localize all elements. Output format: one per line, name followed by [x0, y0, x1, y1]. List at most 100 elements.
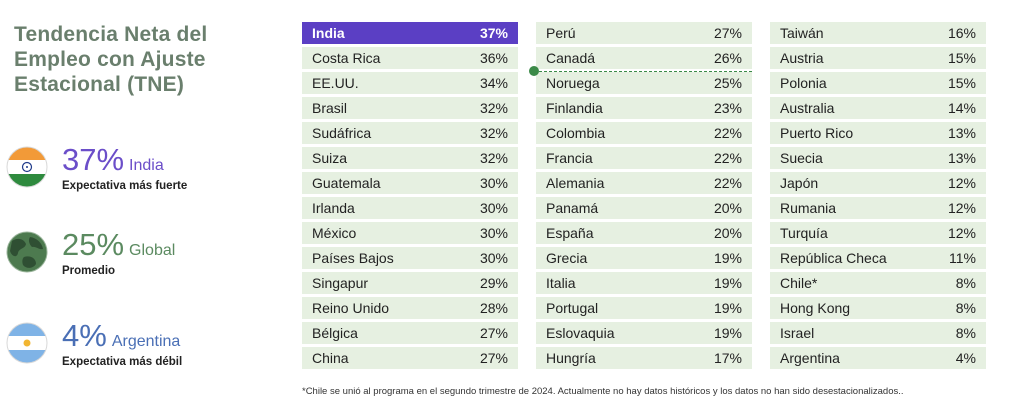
table-row: Puerto Rico 13%: [770, 122, 986, 144]
table-row: España 20%: [536, 222, 752, 244]
stat-global-value: 25%: [62, 227, 125, 262]
page-title: Tendencia Neta del Empleo con Ajuste Est…: [14, 23, 208, 96]
country-value: 27%: [713, 25, 742, 41]
country-value: 29%: [479, 275, 508, 291]
table-row: Rumania 12%: [770, 197, 986, 219]
country-name: Italia: [546, 275, 576, 291]
stat-india-caption: Expectativa más fuerte: [62, 180, 188, 192]
table-row: Panamá 20%: [536, 197, 752, 219]
country-value: 22%: [713, 125, 742, 141]
country-column-3: Taiwán 16% Austria 15% Polonia 15% Australia 14…: [770, 22, 986, 372]
table-row: República Checa 11%: [770, 247, 986, 269]
country-value: 12%: [947, 200, 976, 216]
country-name: Rumania: [780, 200, 837, 216]
table-row: Eslovaquia 19%: [536, 322, 752, 344]
table-row: Perú 27%: [536, 22, 752, 44]
country-value: 19%: [713, 325, 742, 341]
country-name: Puerto Rico: [780, 125, 854, 141]
country-name: Reino Unido: [312, 300, 390, 316]
table-row: Reino Unido 28%: [302, 297, 518, 319]
country-name: Turquía: [780, 225, 828, 241]
country-name: Canadá: [546, 50, 596, 66]
country-value: 27%: [479, 350, 508, 366]
stat-global: 25% Global Promedio: [4, 227, 274, 283]
country-value: 32%: [479, 125, 508, 141]
country-name: China: [312, 350, 349, 366]
stat-india-label: India: [129, 157, 164, 174]
country-value: 32%: [479, 100, 508, 116]
country-value: 12%: [947, 225, 976, 241]
table-row: Australia 14%: [770, 97, 986, 119]
table-row: Italia 19%: [536, 272, 752, 294]
stat-global-label: Global: [129, 242, 176, 259]
stat-argentina-caption: Expectativa más débil: [62, 356, 183, 368]
table-row: Alemania 22%: [536, 172, 752, 194]
country-value: 13%: [947, 150, 976, 166]
country-name: Costa Rica: [312, 50, 381, 66]
table-row: India 37%: [302, 22, 518, 44]
table-row: Polonia 15%: [770, 72, 986, 94]
country-value: 14%: [947, 100, 976, 116]
global-average-line: [534, 71, 752, 72]
country-value: 22%: [713, 150, 742, 166]
country-name: Noruega: [546, 75, 600, 91]
table-row: Hungría 17%: [536, 347, 752, 369]
stat-argentina-label: Argentina: [111, 333, 181, 350]
footnote: *Chile se unió al programa en el segundo…: [302, 386, 904, 397]
country-value: 36%: [479, 50, 508, 66]
stat-india-value: 37%: [62, 142, 125, 177]
country-name: Hong Kong: [780, 300, 851, 316]
country-value: 20%: [713, 200, 742, 216]
table-row: Japón 12%: [770, 172, 986, 194]
country-name: Chile*: [780, 275, 818, 291]
table-row: Guatemala 30%: [302, 172, 518, 194]
table-row: Austria 15%: [770, 47, 986, 69]
country-name: República Checa: [780, 250, 887, 266]
country-value: 19%: [713, 250, 742, 266]
country-value: 25%: [713, 75, 742, 91]
table-row: Irlanda 30%: [302, 197, 518, 219]
table-row: Turquía 12%: [770, 222, 986, 244]
country-value: 4%: [955, 350, 976, 366]
globe-icon: [6, 231, 48, 273]
country-value: 23%: [713, 100, 742, 116]
country-value: 32%: [479, 150, 508, 166]
india-flag-icon: [6, 146, 48, 188]
country-name: Alemania: [546, 175, 605, 191]
country-name: Perú: [546, 25, 576, 41]
country-value: 26%: [713, 50, 742, 66]
table-row: China 27%: [302, 347, 518, 369]
table-row: Israel 8%: [770, 322, 986, 344]
country-value: 11%: [949, 250, 976, 266]
country-name: Finlandia: [546, 100, 603, 116]
country-value: 34%: [479, 75, 508, 91]
table-row: Suiza 32%: [302, 147, 518, 169]
country-value: 12%: [947, 175, 976, 191]
table-row: Grecia 19%: [536, 247, 752, 269]
table-row: Bélgica 27%: [302, 322, 518, 344]
table-row: EE.UU. 34%: [302, 72, 518, 94]
country-name: Austria: [780, 50, 824, 66]
country-name: Japón: [780, 175, 819, 191]
table-row: Portugal 19%: [536, 297, 752, 319]
country-value: 17%: [713, 350, 742, 366]
country-name: Argentina: [780, 350, 840, 366]
left-panel: Tendencia Neta del Empleo con Ajuste Est…: [14, 22, 284, 97]
country-value: 37%: [479, 25, 508, 41]
country-value: 16%: [947, 25, 976, 41]
country-value: 20%: [713, 225, 742, 241]
country-name: Colombia: [546, 125, 606, 141]
country-name: Bélgica: [312, 325, 358, 341]
stat-argentina-value: 4%: [62, 318, 107, 353]
country-name: Francia: [546, 150, 593, 166]
country-value: 8%: [955, 300, 976, 316]
table-row: Sudáfrica 32%: [302, 122, 518, 144]
country-name: Brasil: [312, 100, 348, 116]
country-value: 15%: [947, 75, 976, 91]
country-name: España: [546, 225, 594, 241]
table-row: Canadá 26%: [536, 47, 752, 69]
table-row: Francia 22%: [536, 147, 752, 169]
table-row: Suecia 13%: [770, 147, 986, 169]
table-row: Chile* 8%: [770, 272, 986, 294]
table-row: Singapur 29%: [302, 272, 518, 294]
